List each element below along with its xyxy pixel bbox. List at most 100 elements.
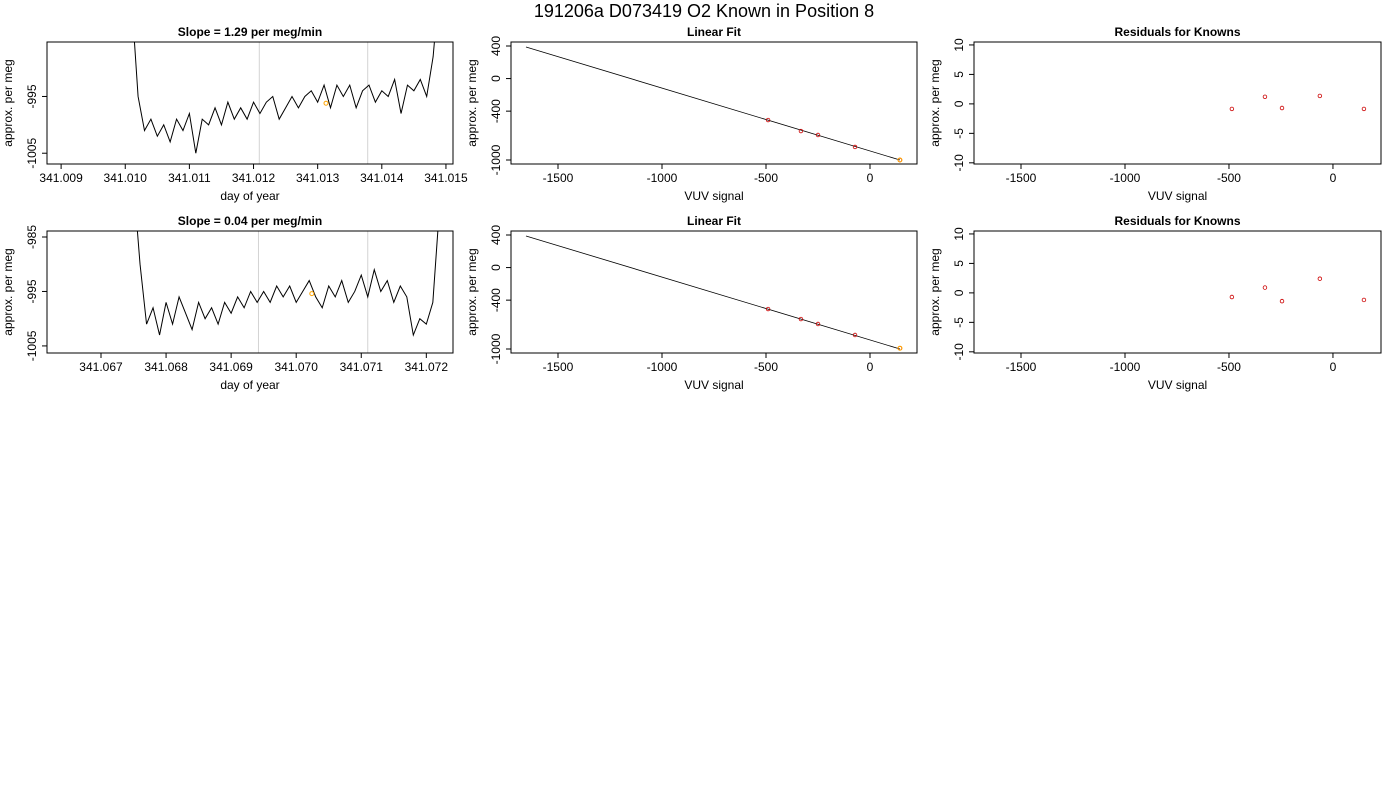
plot-area [525,235,903,351]
plot-area [1229,276,1367,304]
point [1229,106,1235,112]
plot-frame [973,230,1382,354]
panel-title: Linear Fit [687,25,741,39]
y-tick-label: 400 [489,225,503,245]
x-tick-label: -1500 [1006,360,1037,374]
y-tick-label: -10 [952,343,966,361]
page-title: 191206a D073419 O2 Known in Position 8 [534,1,874,21]
y-tick-label: -1000 [489,144,503,175]
point [1361,106,1367,112]
x-tick-label: 341.010 [104,171,148,185]
panel: Residuals for Knowns VUV signal approx. pe… [928,214,1382,392]
plot-area [1229,93,1367,112]
point [1229,294,1235,300]
fit-line [525,46,901,161]
y-tick-label: -5 [952,317,966,328]
x-tick-label: 0 [1330,360,1337,374]
y-tick-label: 5 [952,260,966,267]
plot-frame [510,230,918,354]
point [815,321,821,327]
panel: Slope = 1.29 per meg/min day of year appro… [1,25,468,203]
plot-frame [46,230,454,354]
plot-area [133,42,435,164]
panel-title: Residuals for Knowns [1114,214,1240,228]
y-tick-label: -995 [25,84,39,108]
x-tick-label: -1000 [1110,171,1141,185]
panel-title: Slope = 0.04 per meg/min [178,214,322,228]
x-tick-label: -1500 [543,171,574,185]
y-tick-label: 10 [952,227,966,241]
point [1361,297,1367,303]
panel-title: Linear Fit [687,214,741,228]
x-tick-label: 0 [867,360,874,374]
point [1262,94,1268,100]
x-tick-label: 341.071 [340,360,384,374]
x-tick-label: -1000 [647,360,678,374]
point [1317,276,1323,281]
x-tick-label: 341.068 [144,360,188,374]
highlight-point [897,345,903,351]
panel: Residuals for Knowns VUV signal approx. pe… [928,25,1382,203]
series-line [136,231,439,337]
panel-title: Slope = 1.29 per meg/min [178,25,322,39]
x-tick-label: 341.069 [209,360,253,374]
y-tick-label: -1005 [25,330,39,361]
x-tick-label: 341.011 [168,171,211,185]
plot-frame [973,41,1382,165]
y-tick-label: 0 [489,264,503,271]
x-tick-label: -500 [1217,171,1241,185]
panel-title: Residuals for Knowns [1114,25,1240,39]
point [798,128,804,134]
panel: Linear Fit VUV signal approx. per meg -1500… [465,214,918,392]
x-tick-label: -1500 [1006,171,1037,185]
x-tick-label: -1500 [543,360,574,374]
y-tick-label: 0 [952,100,966,107]
point [798,316,804,322]
x-axis-title: VUV signal [1148,189,1207,203]
point [1279,298,1285,304]
x-tick-label: -500 [1217,360,1241,374]
y-tick-label: -5 [952,128,966,139]
x-axis-title: VUV signal [684,378,743,392]
point [1317,93,1323,99]
y-tick-label: -1000 [489,333,503,364]
x-tick-label: -500 [754,360,778,374]
y-axis-title: approx. per meg [928,248,942,335]
point [1279,105,1285,111]
point [765,117,771,123]
y-tick-label: -995 [25,279,39,303]
x-tick-label: 341.012 [232,171,276,185]
highlight-point [897,157,903,163]
plot-area [136,231,439,353]
x-tick-label: 0 [867,171,874,185]
y-tick-label: 0 [952,289,966,296]
point [852,144,858,150]
x-tick-label: 341.067 [79,360,123,374]
y-tick-label: 400 [489,36,503,56]
x-tick-label: 341.070 [275,360,319,374]
y-tick-label: -10 [952,154,966,172]
point [765,306,771,312]
y-tick-label: -1005 [25,138,39,169]
x-axis-title: VUV signal [684,189,743,203]
y-tick-label: 10 [952,38,966,52]
y-axis-title: approx. per meg [928,59,942,146]
y-tick-label: -400 [489,99,503,123]
y-axis-title: approx. per meg [1,248,15,335]
highlight-point [309,291,315,297]
y-tick-label: 5 [952,71,966,78]
plot-frame [510,41,918,165]
x-tick-label: -500 [754,171,778,185]
x-axis-title: day of year [220,378,279,392]
fit-line [525,235,901,350]
x-tick-label: 341.015 [424,171,468,185]
x-tick-label: 341.014 [360,171,404,185]
x-tick-label: 341.072 [405,360,449,374]
y-tick-label: 0 [489,75,503,82]
y-tick-label: -985 [25,225,39,249]
point [1262,285,1268,290]
x-tick-label: 0 [1330,171,1337,185]
x-tick-label: 341.009 [39,171,83,185]
x-tick-label: -1000 [647,171,678,185]
